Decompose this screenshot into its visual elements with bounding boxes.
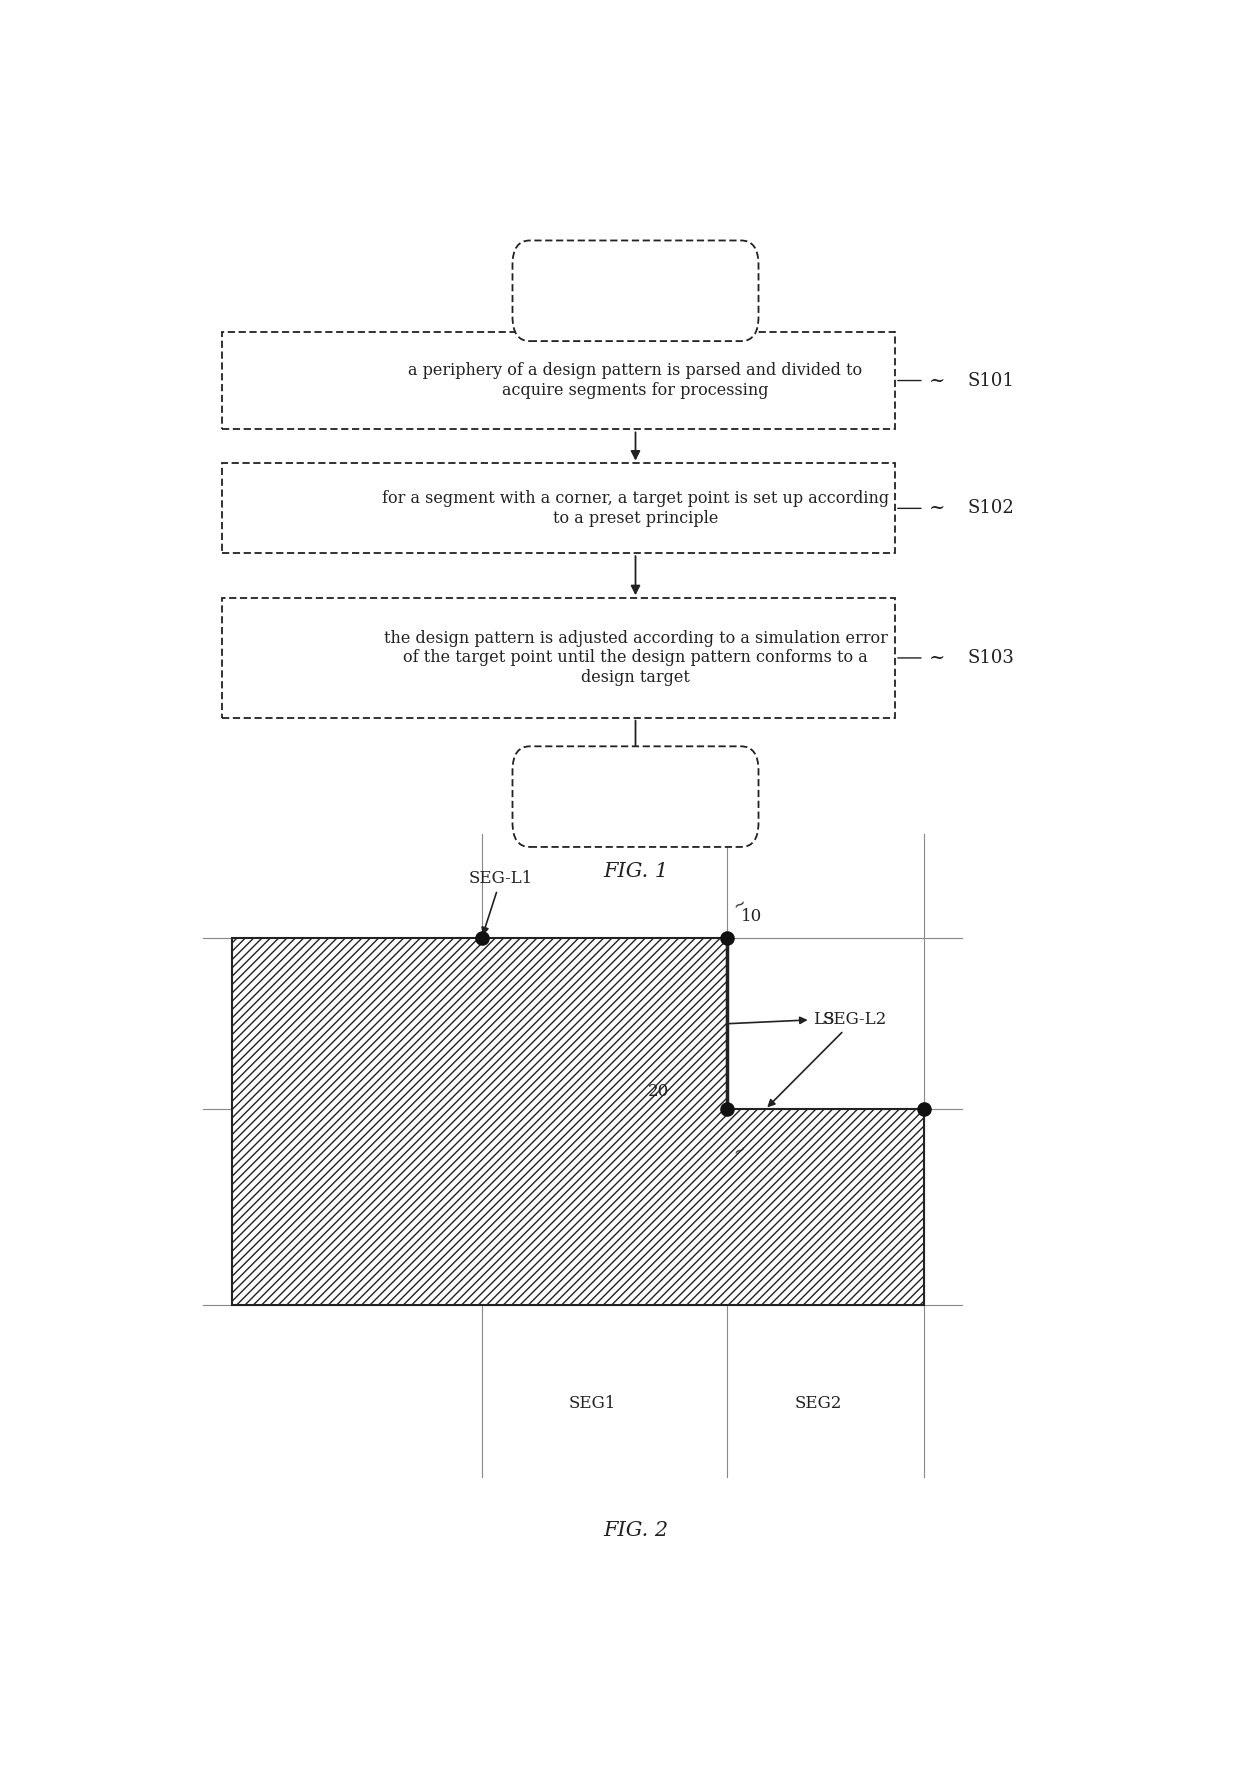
Text: SEG-L2: SEG-L2 <box>769 1010 887 1106</box>
Text: a periphery of a design pattern is parsed and divided to
acquire segments for pr: a periphery of a design pattern is parse… <box>408 362 863 399</box>
Text: SEG-L1: SEG-L1 <box>469 871 533 934</box>
Text: S101: S101 <box>967 371 1014 390</box>
FancyBboxPatch shape <box>512 747 759 848</box>
Text: ~: ~ <box>929 500 945 517</box>
Text: ∼: ∼ <box>730 894 749 913</box>
FancyBboxPatch shape <box>512 240 759 341</box>
Text: ~: ~ <box>929 648 945 668</box>
Text: end: end <box>618 788 653 805</box>
Text: ~: ~ <box>929 371 945 390</box>
Text: start: start <box>613 283 658 300</box>
Text: 20: 20 <box>647 1083 670 1100</box>
Polygon shape <box>232 938 924 1305</box>
Text: SEG1: SEG1 <box>569 1395 616 1411</box>
Point <box>717 1095 737 1123</box>
Text: for a segment with a corner, a target point is set up according
to a preset prin: for a segment with a corner, a target po… <box>382 489 889 526</box>
Text: L3: L3 <box>729 1010 835 1028</box>
Text: the design pattern is adjusted according to a simulation error
of the target poi: the design pattern is adjusted according… <box>383 630 888 685</box>
Text: FIG. 1: FIG. 1 <box>603 862 668 881</box>
Text: S103: S103 <box>967 648 1014 668</box>
Text: S102: S102 <box>967 500 1014 517</box>
Point <box>717 924 737 952</box>
Text: SEG2: SEG2 <box>795 1395 842 1411</box>
Text: FIG. 2: FIG. 2 <box>603 1522 668 1540</box>
FancyBboxPatch shape <box>222 599 895 717</box>
Point <box>471 924 491 952</box>
FancyBboxPatch shape <box>222 463 895 553</box>
Point <box>914 1095 934 1123</box>
Text: ∼: ∼ <box>730 1141 749 1158</box>
FancyBboxPatch shape <box>222 332 895 429</box>
Text: 10: 10 <box>742 908 763 925</box>
